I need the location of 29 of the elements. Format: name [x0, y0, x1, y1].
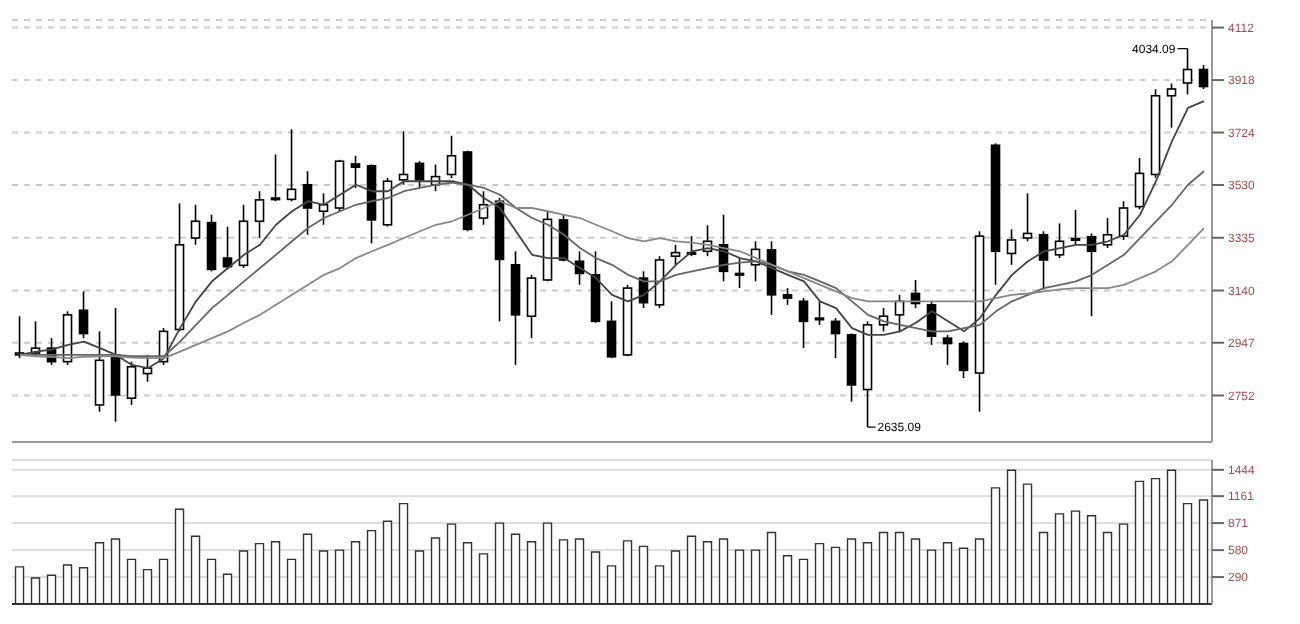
candlestick	[1070, 209, 1081, 246]
candlestick	[1182, 47, 1193, 96]
candlestick	[446, 134, 457, 179]
candlestick	[1006, 228, 1017, 266]
candlestick	[190, 203, 201, 246]
candlestick	[126, 360, 137, 406]
candlestick	[526, 274, 537, 339]
candlestick	[78, 290, 89, 339]
candlestick	[238, 203, 249, 269]
candlestick	[1022, 192, 1033, 243]
candlestick	[942, 334, 953, 366]
candlestick	[94, 330, 105, 413]
candlestick	[958, 340, 969, 379]
candlestick	[734, 257, 745, 289]
candlestick	[206, 213, 217, 273]
candlestick	[670, 244, 681, 266]
candlestick	[254, 190, 265, 239]
candlestick	[798, 297, 809, 349]
candlestick	[1166, 82, 1177, 129]
candlestick	[606, 300, 617, 359]
candlestick	[222, 225, 233, 271]
candlestick	[1198, 64, 1209, 90]
candlestick	[350, 155, 361, 189]
candlestick	[270, 153, 281, 203]
candlestick	[814, 300, 825, 326]
candlestick	[286, 128, 297, 203]
candlestick	[1054, 222, 1065, 259]
candlestick	[1134, 157, 1145, 211]
candlestick	[830, 317, 841, 359]
